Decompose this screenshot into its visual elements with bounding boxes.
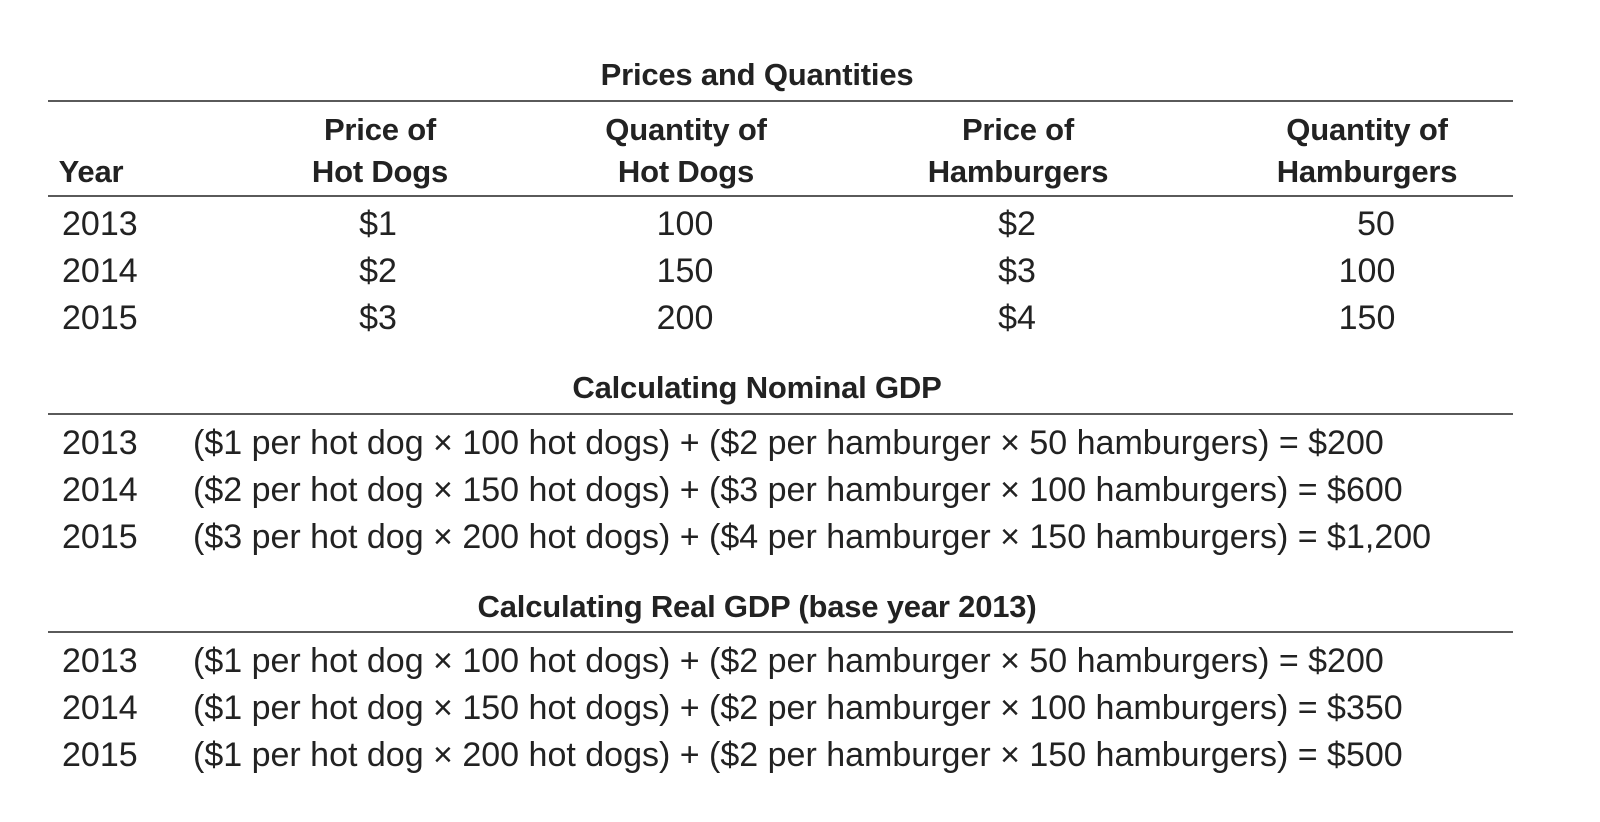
header-bottom-rule bbox=[48, 195, 1513, 197]
table-cell-quantity-hamburgers: 50 bbox=[1357, 205, 1395, 243]
prices-quantities-title: Prices and Quantities bbox=[600, 57, 914, 92]
real-top-rule bbox=[48, 631, 1513, 633]
table-cell-quantity-hot-dogs: 100 bbox=[656, 205, 714, 243]
header-price-hot-dogs: Price of Hot Dogs bbox=[312, 109, 448, 193]
real-formula: ($1 per hot dog × 200 hot dogs) + ($2 pe… bbox=[193, 736, 1403, 774]
table-cell-year: 2015 bbox=[62, 299, 138, 337]
table-cell-quantity-hot-dogs: 150 bbox=[656, 252, 714, 290]
table-cell-price-hot-dogs: $1 bbox=[359, 205, 397, 243]
table-cell-quantity-hot-dogs: 200 bbox=[656, 299, 714, 337]
header-quantity-hamburgers-line1: Quantity of bbox=[1286, 112, 1448, 147]
table-cell-price-hot-dogs: $2 bbox=[359, 252, 397, 290]
nominal-formula: ($1 per hot dog × 100 hot dogs) + ($2 pe… bbox=[193, 424, 1384, 462]
real-gdp-title: Calculating Real GDP (base year 2013) bbox=[477, 589, 1037, 624]
real-year: 2014 bbox=[62, 689, 138, 727]
nominal-formula: ($2 per hot dog × 150 hot dogs) + ($3 pe… bbox=[193, 471, 1403, 509]
header-price-hamburgers: Price of Hamburgers bbox=[928, 109, 1109, 193]
header-price-hot-dogs-line2: Hot Dogs bbox=[311, 154, 449, 189]
table-cell-quantity-hamburgers: 150 bbox=[1338, 299, 1396, 337]
header-price-hot-dogs-line1: Price of bbox=[323, 112, 437, 147]
prices-top-rule bbox=[48, 100, 1513, 102]
table-cell-quantity-hamburgers: 100 bbox=[1338, 252, 1396, 290]
nominal-formula: ($3 per hot dog × 200 hot dogs) + ($4 pe… bbox=[193, 518, 1432, 556]
table-cell-price-hamburgers: $2 bbox=[998, 205, 1036, 243]
real-year: 2015 bbox=[62, 736, 138, 774]
table-cell-year: 2013 bbox=[62, 205, 138, 243]
nominal-year: 2014 bbox=[62, 471, 138, 509]
header-year: Year bbox=[58, 154, 124, 189]
header-quantity-hamburgers: Quantity of Hamburgers bbox=[1277, 109, 1458, 193]
real-formula: ($1 per hot dog × 150 hot dogs) + ($2 pe… bbox=[193, 689, 1403, 727]
table-cell-price-hamburgers: $4 bbox=[998, 299, 1036, 337]
real-year: 2013 bbox=[62, 642, 138, 680]
table-cell-year: 2014 bbox=[62, 252, 138, 290]
real-formula: ($1 per hot dog × 100 hot dogs) + ($2 pe… bbox=[193, 642, 1384, 680]
nominal-year: 2013 bbox=[62, 424, 138, 462]
table-cell-price-hot-dogs: $3 bbox=[359, 299, 397, 337]
header-quantity-hot-dogs-line2: Hot Dogs bbox=[617, 154, 755, 189]
header-quantity-hot-dogs: Quantity of Hot Dogs bbox=[605, 109, 767, 193]
nominal-top-rule bbox=[48, 413, 1513, 415]
nominal-gdp-title: Calculating Nominal GDP bbox=[572, 370, 942, 405]
header-price-hamburgers-line1: Price of bbox=[961, 112, 1075, 147]
table-cell-price-hamburgers: $3 bbox=[998, 252, 1036, 290]
header-quantity-hot-dogs-line1: Quantity of bbox=[605, 112, 767, 147]
header-price-hamburgers-line2: Hamburgers bbox=[927, 154, 1109, 189]
header-quantity-hamburgers-line2: Hamburgers bbox=[1276, 154, 1458, 189]
nominal-year: 2015 bbox=[62, 518, 138, 556]
